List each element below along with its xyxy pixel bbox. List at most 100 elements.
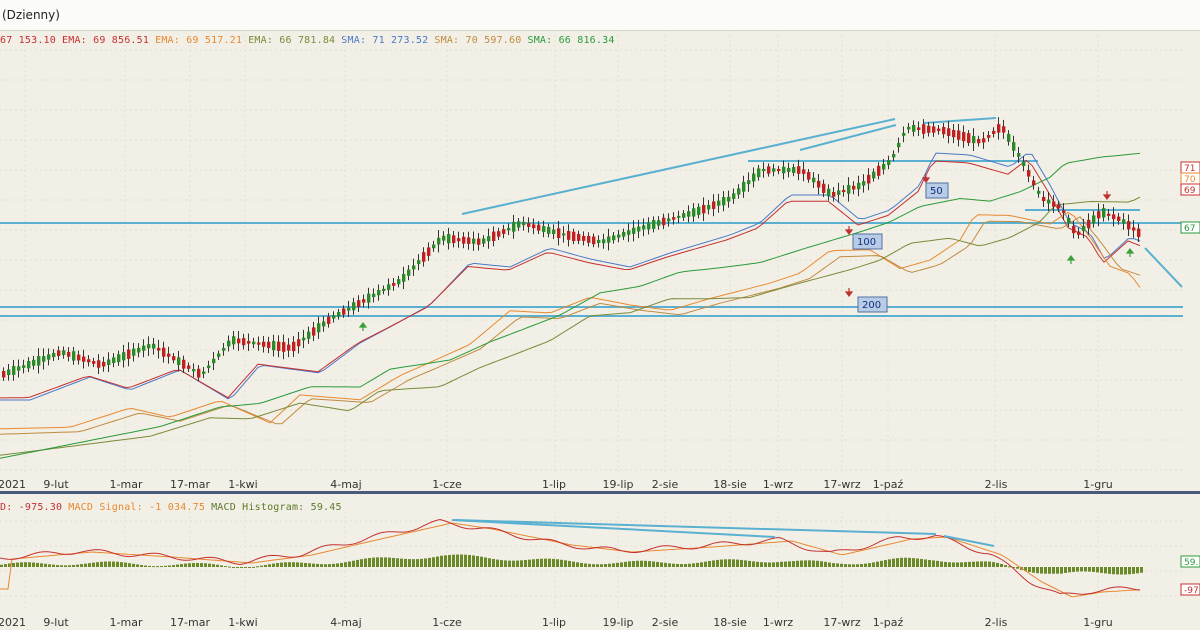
- candle[interactable]: [452, 235, 456, 244]
- candle[interactable]: [1047, 199, 1051, 204]
- candle[interactable]: [1072, 226, 1076, 234]
- candle[interactable]: [1022, 161, 1026, 167]
- candle[interactable]: [587, 236, 591, 243]
- candle[interactable]: [647, 222, 651, 230]
- candle[interactable]: [277, 341, 281, 351]
- candle[interactable]: [887, 160, 891, 165]
- candle[interactable]: [177, 357, 181, 366]
- candle[interactable]: [577, 233, 581, 241]
- candle[interactable]: [387, 284, 391, 290]
- candle[interactable]: [447, 234, 451, 244]
- candle[interactable]: [122, 352, 126, 361]
- candle[interactable]: [627, 230, 631, 235]
- candle[interactable]: [597, 239, 601, 243]
- candle[interactable]: [442, 235, 446, 241]
- candle[interactable]: [1002, 126, 1006, 133]
- candle[interactable]: [192, 369, 196, 372]
- candle[interactable]: [1082, 225, 1086, 232]
- candle[interactable]: [472, 238, 476, 244]
- candle[interactable]: [1052, 201, 1056, 207]
- candle[interactable]: [727, 196, 731, 202]
- candle[interactable]: [462, 236, 466, 244]
- candle[interactable]: [482, 238, 486, 244]
- candle[interactable]: [1112, 214, 1116, 220]
- candle[interactable]: [302, 337, 306, 341]
- candle[interactable]: [572, 231, 576, 242]
- candle[interactable]: [382, 288, 386, 292]
- candle[interactable]: [117, 354, 121, 363]
- candle[interactable]: [32, 359, 36, 366]
- candle[interactable]: [1122, 219, 1126, 224]
- candle[interactable]: [717, 200, 721, 206]
- candle[interactable]: [27, 360, 31, 369]
- candle[interactable]: [1117, 216, 1121, 221]
- candle[interactable]: [902, 132, 906, 136]
- candle[interactable]: [637, 226, 641, 232]
- candle[interactable]: [912, 125, 916, 132]
- macd-trend-line[interactable]: [454, 519, 937, 535]
- candle[interactable]: [112, 357, 116, 363]
- candle[interactable]: [87, 359, 91, 363]
- candle[interactable]: [992, 130, 996, 134]
- candle[interactable]: [967, 133, 971, 144]
- candle[interactable]: [417, 260, 421, 265]
- candle[interactable]: [22, 365, 26, 368]
- candle[interactable]: [1042, 196, 1046, 202]
- trend-line[interactable]: [461, 118, 896, 215]
- candle[interactable]: [522, 221, 526, 226]
- candle[interactable]: [212, 358, 216, 364]
- ma-marker-box[interactable]: [857, 296, 888, 313]
- candle[interactable]: [307, 331, 311, 339]
- candle[interactable]: [972, 136, 976, 144]
- candle[interactable]: [812, 177, 816, 183]
- window-titlebar[interactable]: (Dzienny): [0, 0, 1200, 31]
- candle[interactable]: [557, 228, 561, 239]
- candle[interactable]: [77, 354, 81, 361]
- candle[interactable]: [772, 168, 776, 172]
- candle[interactable]: [547, 226, 551, 234]
- candle[interactable]: [47, 354, 51, 360]
- candle[interactable]: [687, 211, 691, 217]
- candle[interactable]: [562, 233, 566, 236]
- candle[interactable]: [672, 217, 676, 220]
- candle[interactable]: [342, 308, 346, 315]
- candle[interactable]: [872, 171, 876, 179]
- candle[interactable]: [272, 341, 276, 351]
- candle[interactable]: [37, 356, 41, 366]
- candle[interactable]: [832, 191, 836, 197]
- candle[interactable]: [1027, 170, 1031, 177]
- candle[interactable]: [807, 172, 811, 180]
- candle[interactable]: [282, 342, 286, 352]
- candle[interactable]: [797, 166, 801, 174]
- candle[interactable]: [922, 124, 926, 134]
- candle[interactable]: [167, 353, 171, 357]
- candle[interactable]: [612, 235, 616, 241]
- candle[interactable]: [737, 188, 741, 195]
- candle[interactable]: [1067, 217, 1071, 224]
- candle[interactable]: [662, 217, 666, 226]
- candle[interactable]: [892, 154, 896, 158]
- candle[interactable]: [702, 205, 706, 214]
- candle[interactable]: [937, 128, 941, 132]
- candle[interactable]: [722, 197, 726, 206]
- candle[interactable]: [582, 235, 586, 241]
- candle[interactable]: [1092, 215, 1096, 224]
- candle[interactable]: [552, 229, 556, 235]
- candle[interactable]: [182, 359, 186, 369]
- candle[interactable]: [52, 352, 56, 358]
- candle[interactable]: [422, 252, 426, 262]
- candle[interactable]: [217, 353, 221, 357]
- candle[interactable]: [237, 338, 241, 344]
- candle[interactable]: [62, 350, 66, 355]
- candle[interactable]: [317, 323, 321, 333]
- candle[interactable]: [667, 218, 671, 222]
- candle[interactable]: [97, 360, 101, 368]
- candle[interactable]: [162, 347, 166, 357]
- candle[interactable]: [397, 279, 401, 285]
- candle[interactable]: [927, 125, 931, 133]
- candle[interactable]: [232, 336, 236, 345]
- candle[interactable]: [542, 226, 546, 232]
- candle[interactable]: [782, 166, 786, 174]
- candle[interactable]: [1057, 204, 1061, 209]
- candle[interactable]: [427, 247, 431, 256]
